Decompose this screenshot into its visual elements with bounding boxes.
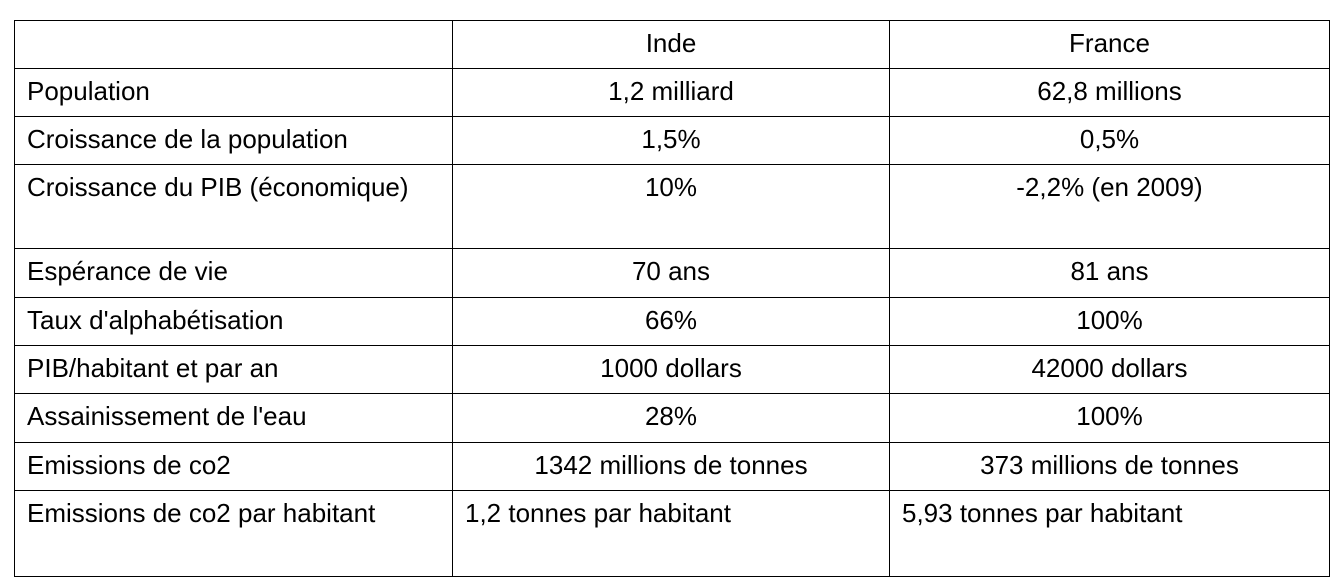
table-cell: 66% [452, 297, 890, 346]
table-cell: 1,5% [452, 116, 890, 165]
table-cell: 1342 millions de tonnes [452, 442, 890, 491]
header-cell: Inde [452, 20, 890, 69]
table-cell: 81 ans [889, 248, 1330, 298]
table-cell: 1,2 tonnes par habitant [452, 490, 890, 577]
header-row: Inde France [14, 20, 1330, 69]
row-label: Emissions de co2 [14, 442, 453, 491]
table-row: Emissions de co2 par habitant 1,2 tonnes … [14, 490, 1330, 577]
table-cell: 100% [889, 297, 1330, 346]
table-cell: 5,93 tonnes par habitant [889, 490, 1330, 577]
table-cell: 42000 dollars [889, 345, 1330, 394]
row-label: Assainissement de l'eau [14, 393, 453, 443]
table-cell: 1,2 milliard [452, 68, 890, 117]
row-label: Croissance de la population [14, 116, 453, 165]
row-label: PIB/habitant et par an [14, 345, 453, 394]
header-cell: France [889, 20, 1330, 69]
table-cell: 10% [452, 164, 890, 249]
row-label: Taux d'alphabétisation [14, 297, 453, 346]
comparison-table: Inde France Population 1,2 milliard 62,8 mil… [14, 20, 1330, 577]
row-label: Emissions de co2 par habitant [14, 490, 453, 577]
table-cell: 62,8 millions [889, 68, 1330, 117]
table-cell: 373 millions de tonnes [889, 442, 1330, 491]
table-row: PIB/habitant et par an 1000 dollars 42000 … [14, 345, 1330, 394]
row-label: Population [14, 68, 453, 117]
table-row: Croissance de la population 1,5% 0,5% [14, 116, 1330, 165]
table-row: Espérance de vie 70 ans 81 ans [14, 248, 1330, 298]
table-cell: 28% [452, 393, 890, 443]
header-cell [14, 20, 453, 69]
row-label: Croissance du PIB (économique) [14, 164, 453, 249]
table-cell: 70 ans [452, 248, 890, 298]
table-cell: 100% [889, 393, 1330, 443]
table-cell: -2,2% (en 2009) [889, 164, 1330, 249]
table-cell: 1000 dollars [452, 345, 890, 394]
table-row: Assainissement de l'eau 28% 100% [14, 393, 1330, 443]
table-row: Taux d'alphabétisation 66% 100% [14, 297, 1330, 346]
table-row: Emissions de co2 1342 millions de tonnes 3… [14, 442, 1330, 491]
table-cell: 0,5% [889, 116, 1330, 165]
table-row: Croissance du PIB (économique) 10% -2,2% (… [14, 164, 1330, 249]
table-row: Population 1,2 milliard 62,8 millions [14, 68, 1330, 117]
row-label: Espérance de vie [14, 248, 453, 298]
